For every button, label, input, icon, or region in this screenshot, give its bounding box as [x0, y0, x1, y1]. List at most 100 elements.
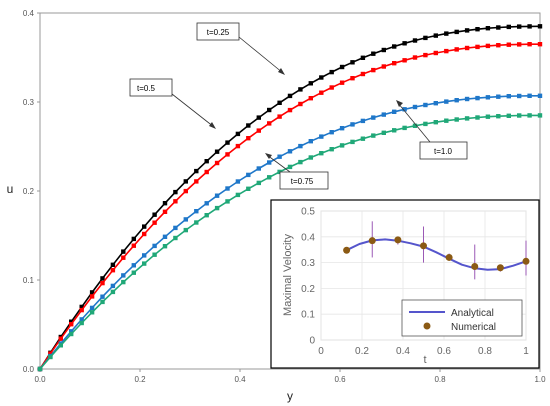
main-series-marker-2 — [194, 209, 199, 214]
main-series-marker-3 — [267, 175, 272, 180]
main-series-marker-0 — [204, 159, 209, 164]
main-x-axis-title: y — [287, 389, 293, 403]
main-series-marker-3 — [527, 113, 532, 118]
main-series-marker-1 — [412, 55, 418, 60]
annotation-t075: t=0.75 — [265, 153, 329, 190]
main-series-marker-1 — [517, 42, 522, 47]
main-series-marker-0 — [214, 149, 220, 154]
main-series-marker-3 — [110, 289, 116, 295]
main-series-group — [37, 24, 543, 372]
annotation-t10-arrowhead — [396, 100, 403, 107]
main-series-marker-2 — [537, 93, 543, 98]
main-series-marker-3 — [350, 139, 355, 145]
main-series-marker-1 — [246, 136, 251, 141]
main-series-marker-2 — [277, 154, 282, 159]
main-series-marker-0 — [433, 33, 438, 38]
main-series-marker-2 — [235, 179, 241, 184]
main-series-marker-2 — [464, 96, 470, 102]
main-series-marker-2 — [121, 273, 126, 278]
main-series-marker-1 — [204, 169, 209, 175]
inset-x-tick-label: 0.4 — [396, 346, 410, 357]
main-series-marker-2 — [173, 225, 178, 231]
main-series-marker-3 — [162, 244, 168, 249]
main-series-marker-1 — [402, 58, 407, 63]
main-series-marker-2 — [339, 126, 345, 131]
inset-y-axis-title: Maximal Velocity — [282, 234, 294, 316]
annotation-t10: t=1.0 — [396, 100, 468, 160]
main-series-marker-0 — [100, 276, 105, 281]
main-series-marker-2 — [371, 115, 376, 120]
inset-x-tick-label: 0.8 — [478, 346, 492, 357]
main-series-marker-0 — [402, 41, 407, 46]
main-series-marker-0 — [392, 44, 397, 49]
main-series-marker-0 — [277, 100, 282, 105]
main-x-tick-label: 0.8 — [434, 375, 446, 384]
main-series-marker-2 — [433, 101, 438, 106]
main-series-marker-3 — [371, 133, 376, 138]
main-series-marker-0 — [339, 64, 345, 70]
main-series-marker-1 — [527, 42, 532, 47]
main-series-marker-0 — [246, 123, 251, 128]
inset-numerical-point — [368, 237, 376, 245]
main-series-marker-2 — [412, 104, 418, 110]
main-series-marker-3 — [69, 331, 74, 337]
annotation-t075-label: t=0.75 — [291, 177, 314, 186]
main-series-marker-1 — [235, 143, 241, 149]
annotation-t075-arrowhead — [265, 153, 272, 159]
legend-analytical-label: Analytical — [451, 308, 494, 319]
main-series-marker-0 — [121, 249, 126, 254]
main-series-marker-1 — [329, 85, 334, 90]
main-series-marker-2 — [308, 139, 313, 144]
main-series-marker-1 — [89, 294, 95, 299]
main-series-marker-2 — [100, 294, 105, 299]
main-series-marker-1 — [319, 90, 324, 95]
main-series-marker-1 — [506, 42, 511, 47]
main-series-marker-2 — [381, 112, 386, 117]
main-y-tick-label: 0.4 — [23, 9, 35, 18]
main-series-marker-0 — [475, 27, 480, 32]
main-series-marker-0 — [267, 107, 272, 113]
main-series-marker-3 — [204, 213, 209, 218]
inset-series-group — [343, 221, 530, 280]
main-series-marker-2 — [225, 186, 230, 191]
main-series-marker-0 — [464, 28, 470, 33]
main-series-marker-2 — [246, 172, 251, 178]
main-series-marker-0 — [308, 81, 313, 86]
main-series-marker-2 — [287, 149, 293, 154]
main-series-marker-1 — [277, 114, 282, 119]
annotation-t075-arrow — [266, 154, 291, 173]
main-series-marker-0 — [444, 31, 449, 36]
main-series-marker-3 — [444, 118, 449, 123]
main-series-marker-1 — [423, 52, 428, 58]
main-series-marker-2 — [131, 263, 136, 268]
main-series-marker-1 — [152, 220, 157, 225]
main-series-marker-1 — [537, 42, 543, 47]
main-series-marker-2 — [350, 122, 355, 127]
annotation-t10-label: t=1.0 — [434, 147, 453, 156]
inset-y-tick-label: 0.2 — [301, 284, 315, 295]
main-series-marker-0 — [381, 47, 386, 53]
main-series-marker-1 — [110, 268, 116, 273]
main-x-tick-label: 0.0 — [34, 375, 46, 384]
main-series-marker-3 — [339, 143, 345, 148]
main-series-marker-3 — [121, 279, 126, 285]
main-series-marker-3 — [183, 227, 188, 233]
annotation-t05-box — [129, 78, 173, 97]
main-series-marker-1 — [360, 71, 366, 77]
inset-x-tick-label: 1 — [523, 346, 529, 357]
main-series-marker-1 — [287, 107, 293, 113]
inset-numerical-point — [445, 253, 453, 261]
main-series-marker-1 — [131, 243, 136, 248]
annotation-group: t=0.25 t=0.5 t=1.0 t=0.75 — [129, 22, 468, 190]
annotation-t025: t=0.25 — [196, 22, 285, 75]
main-series-marker-2 — [204, 201, 209, 206]
inset-axis-ticks: 0 0.2 0.4 0.6 0.8 1 0 0.1 0.2 0.3 0.4 0.5 — [301, 207, 529, 358]
main-series-marker-1 — [454, 47, 459, 52]
inset-y-tick-label: 0.3 — [301, 258, 315, 269]
main-series-marker-3 — [402, 125, 407, 131]
main-series-marker-0 — [152, 212, 157, 217]
inset-numerical-point — [522, 257, 530, 265]
main-series-marker-1 — [173, 199, 178, 204]
main-series-marker-2 — [506, 94, 511, 99]
main-series-marker-0 — [298, 87, 303, 92]
